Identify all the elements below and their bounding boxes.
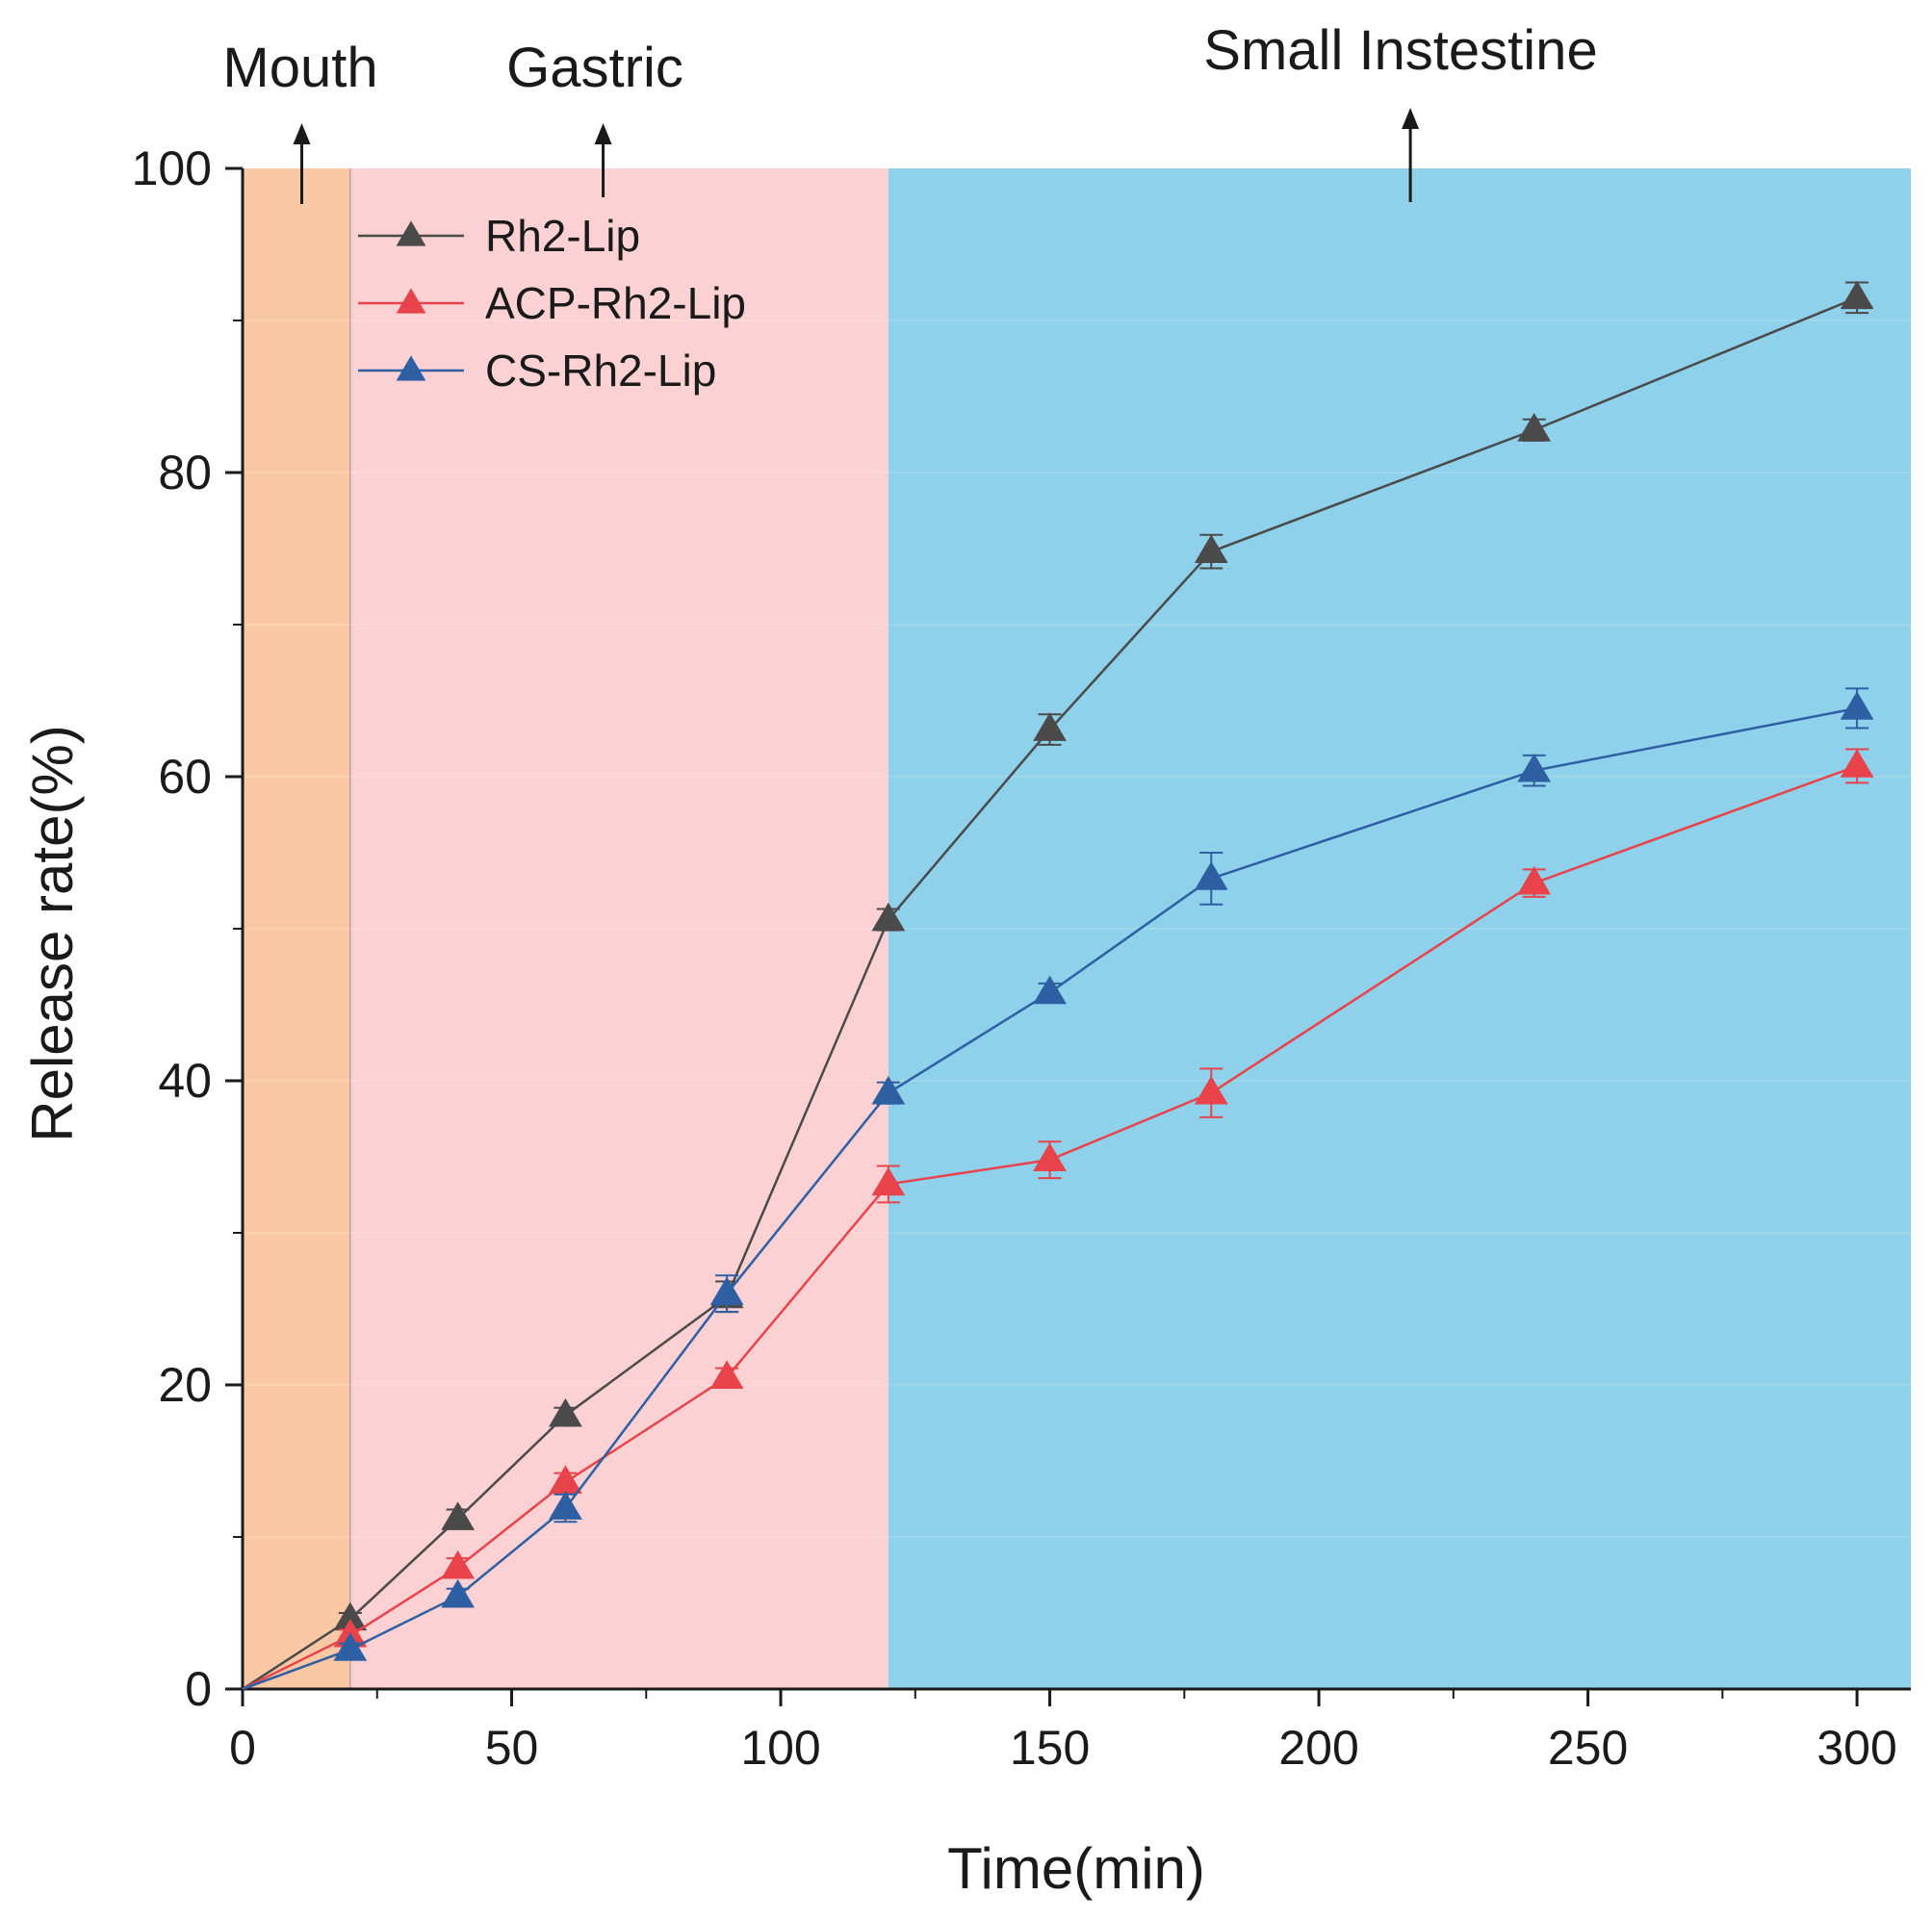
x-tick-label-250: 250 [1548, 1721, 1628, 1775]
x-tick-label-100: 100 [740, 1721, 820, 1775]
y-tick-label-40: 40 [158, 1054, 212, 1108]
series-2-line [242, 706, 1858, 1691]
y-tick-label-0: 0 [185, 1662, 212, 1716]
x-axis-title: Time(min) [947, 1836, 1205, 1901]
series-2-point-2 [441, 1578, 475, 1608]
series-1-point-4 [709, 1360, 744, 1389]
x-tick-label-200: 200 [1278, 1721, 1358, 1775]
region-2-label: Small Instestine [1203, 19, 1597, 82]
series-2-point-4 [709, 1276, 744, 1306]
x-tick-label-150: 150 [1010, 1721, 1090, 1775]
region-0-label: Mouth [222, 37, 377, 99]
series-2-point-5 [871, 1075, 906, 1105]
series-2-point-6 [1033, 975, 1067, 1005]
region-0-arrow-head [293, 123, 311, 144]
x-tick-label-0: 0 [229, 1721, 256, 1775]
grid-lines [243, 320, 1911, 1538]
legend-1-marker [396, 288, 426, 314]
series-0-point-8 [1517, 413, 1552, 442]
series-1-point-6 [1033, 1142, 1067, 1171]
series-2-point-3 [549, 1491, 582, 1520]
region-0-band [243, 168, 350, 1689]
series-0-point-6 [1033, 712, 1067, 741]
series-1-point-7 [1194, 1075, 1228, 1105]
series-0-point-3 [549, 1397, 582, 1427]
legend: Rh2-Lip ACP-Rh2-Lip CS-Rh2-Lip [358, 211, 746, 396]
region-1-label: Gastric [506, 37, 683, 99]
series-1 [242, 748, 1874, 1691]
y-tick-label-20: 20 [158, 1358, 212, 1412]
region-1-arrow-head [594, 123, 612, 144]
y-tick-label-60: 60 [158, 750, 212, 804]
series-0-point-7 [1194, 534, 1228, 563]
region-2-arrow-head [1402, 108, 1420, 129]
series-2-point-7 [1194, 861, 1228, 890]
series-1-point-8 [1517, 865, 1552, 895]
y-tick-label-100: 100 [132, 141, 212, 195]
series-2-point-8 [1517, 753, 1552, 782]
legend-2-marker [396, 355, 426, 381]
series-2-point-1 [333, 1632, 368, 1661]
y-axis-title: Release rate(%) [20, 725, 85, 1142]
series-1-point-5 [871, 1166, 906, 1196]
legend-0-label: Rh2-Lip [485, 211, 640, 261]
x-tick-label-50: 50 [485, 1721, 539, 1775]
region-labels: Mouth Gastric Small Instestine [222, 19, 1598, 204]
axes: 0 50 100 150 200 250 300 0 20 40 60 80 100 [132, 141, 1911, 1775]
series-1-point-2 [441, 1549, 475, 1579]
series-0-line [242, 296, 1858, 1691]
series-0-point-2 [441, 1501, 475, 1530]
data-series [242, 280, 1874, 1691]
series-2-point-9 [1840, 691, 1874, 720]
y-tick-label-80: 80 [158, 446, 212, 499]
series-0-point-9 [1840, 280, 1874, 310]
series-0-point-5 [871, 902, 906, 932]
legend-1-label: ACP-Rh2-Lip [485, 278, 746, 328]
legend-0-marker [396, 220, 426, 246]
series-1-point-9 [1840, 749, 1874, 778]
x-tick-label-300: 300 [1816, 1721, 1896, 1775]
region-2-band [888, 168, 1912, 1689]
series-2 [242, 687, 1874, 1691]
legend-2-label: CS-Rh2-Lip [485, 346, 716, 396]
series-1-line [242, 764, 1858, 1691]
digestion-regions [243, 168, 1912, 1689]
